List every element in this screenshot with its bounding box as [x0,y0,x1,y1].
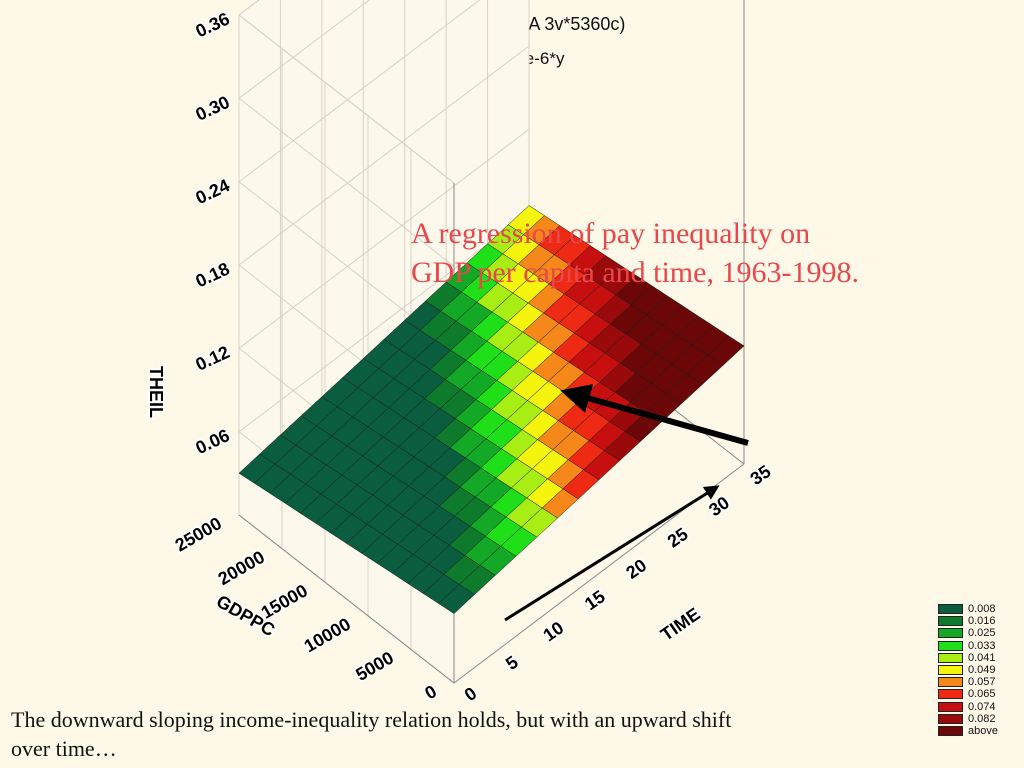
y-tick-label: 0 [421,681,440,703]
annotation-arrows [504,384,749,622]
legend-entry: 0.041 [938,652,998,664]
legend-label: 0.082 [968,712,996,725]
legend-entry: above [938,725,998,737]
z-tick-label: 0.06 [192,425,232,458]
legend-entry: 0.065 [938,688,998,700]
legend-label: 0.065 [968,688,996,701]
grid-line-z [238,0,481,351]
legend-label: above [968,724,998,737]
legend-label: 0.025 [968,627,996,640]
legend-entry: 0.074 [938,701,998,713]
legend-entry: 0.057 [938,676,998,688]
x-tick-label: 5 [502,652,522,674]
legend-label: 0.033 [968,639,996,652]
legend-entry: 0.049 [938,664,998,676]
z-tick-label: 0.18 [192,258,232,291]
x-tick-label: 30 [705,492,733,520]
annotation-line-1: A regression of pay inequality on [411,217,811,250]
legend-entry: 0.016 [938,615,998,627]
x-tick-label: 10 [539,618,567,646]
legend-swatch [938,665,963,676]
legend-entry: 0.025 [938,627,998,639]
caption-line-2: over time… [11,736,117,761]
legend-swatch [938,725,963,736]
annotation-line-2: GDP per capita and time, 1963-1998. [411,256,859,289]
z-tick-label: 0.24 [192,175,232,208]
legend-swatch [938,616,963,627]
legend-label: 0.041 [968,651,996,664]
legend-swatch [938,628,963,639]
x-tick-label: 20 [622,555,650,583]
x-tick-label: 35 [747,461,775,489]
legend: 0.008 0.016 0.025 0.033 0.041 0.049 0.057 0.065… [938,603,998,737]
y-tick-label: 10000 [301,614,354,656]
legend-swatch [938,701,963,712]
z-tick-label: 0.12 [192,342,232,375]
arrow-lower [504,485,720,622]
legend-entry: 0.082 [938,713,998,725]
legend-swatch [938,713,963,724]
legend-entry: 0.033 [938,640,998,652]
legend-label: 0.008 [968,603,996,616]
grid-line-z [238,0,455,267]
surface [238,205,745,614]
legend-swatch [938,677,963,688]
x-tick-label: 0 [461,683,481,705]
box-edge [238,514,455,684]
grid-line-z [238,0,455,184]
x-axis-label: TIME [657,604,704,645]
z-tick-label: 0.30 [192,92,232,125]
surface-cell [707,335,745,366]
legend-entry: 0.008 [938,603,998,615]
legend-swatch [938,652,963,663]
z-axis-label: THEIL [146,366,166,418]
legend-swatch [938,604,963,615]
caption: The downward sloping income-inequality r… [11,705,871,763]
x-tick-label: 15 [581,586,609,614]
x-tick-label: 25 [664,524,692,552]
legend-swatch [938,689,963,700]
legend-label: 0.049 [968,664,996,677]
legend-swatch [938,640,963,651]
legend-label: 0.016 [968,615,996,628]
y-tick-label: 5000 [352,648,397,685]
annotation-text: A regression of pay inequality on GDP pe… [411,214,859,292]
z-tick-label: 0.36 [192,8,232,41]
y-tick-label: 25000 [172,513,225,555]
legend-label: 0.057 [968,676,996,689]
arrow-upper [560,384,749,446]
y-tick-label: 20000 [215,547,268,589]
caption-line-1: The downward sloping income-inequality r… [11,707,732,732]
legend-label: 0.074 [968,700,996,713]
